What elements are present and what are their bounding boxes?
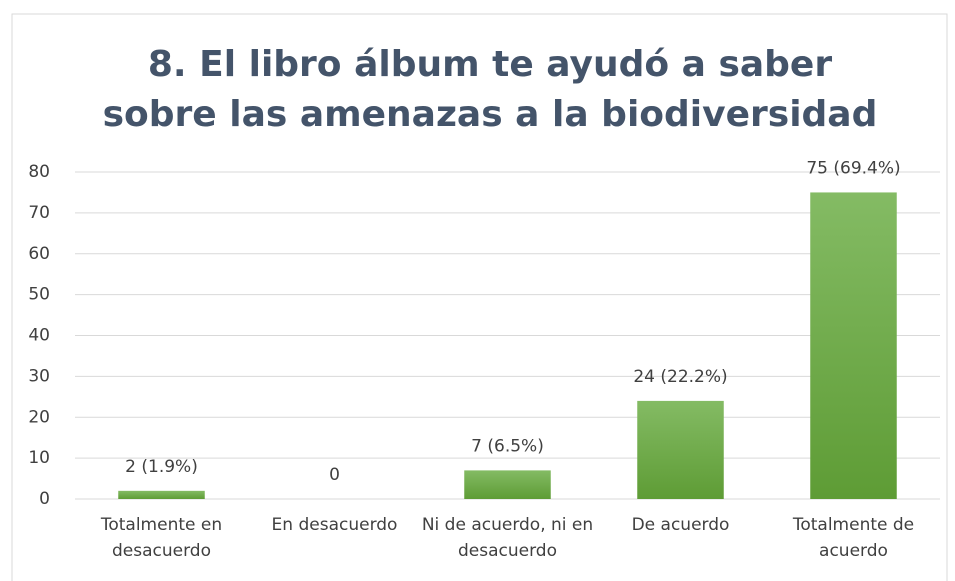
data-label: 24 (22.2%) [633, 367, 727, 387]
y-tick-label: 30 [28, 366, 50, 386]
bar [637, 400, 724, 499]
x-tick-label: Totalmente en desacuerdo [100, 515, 223, 561]
y-tick-label: 10 [28, 448, 50, 468]
y-tick-label: 20 [28, 407, 50, 427]
y-tick-label: 40 [28, 326, 50, 346]
data-label: 75 (69.4%) [806, 158, 900, 178]
data-label: 2 (1.9%) [125, 457, 198, 477]
chart-border [11, 13, 948, 581]
x-tick-label: En desacuerdo [271, 515, 398, 535]
x-tick-label: Ni de acuerdo, ni en desacuerdo [421, 515, 594, 561]
data-label: 7 (6.5%) [471, 436, 544, 456]
data-label: 0 [329, 465, 340, 485]
y-tick-label: 60 [28, 244, 50, 264]
bar [118, 490, 205, 499]
x-tick-label: Totalmente de acuerdo [792, 515, 915, 561]
y-tick-label: 80 [28, 162, 50, 182]
y-tick-label: 0 [39, 489, 50, 509]
bar [464, 470, 551, 499]
y-tick-label: 50 [28, 285, 50, 305]
x-tick-label: De acuerdo [631, 515, 730, 535]
bar [810, 192, 897, 499]
chart-title: 8. El libro álbum te ayudó a saber sobre… [102, 44, 878, 135]
y-tick-label: 70 [28, 203, 50, 223]
